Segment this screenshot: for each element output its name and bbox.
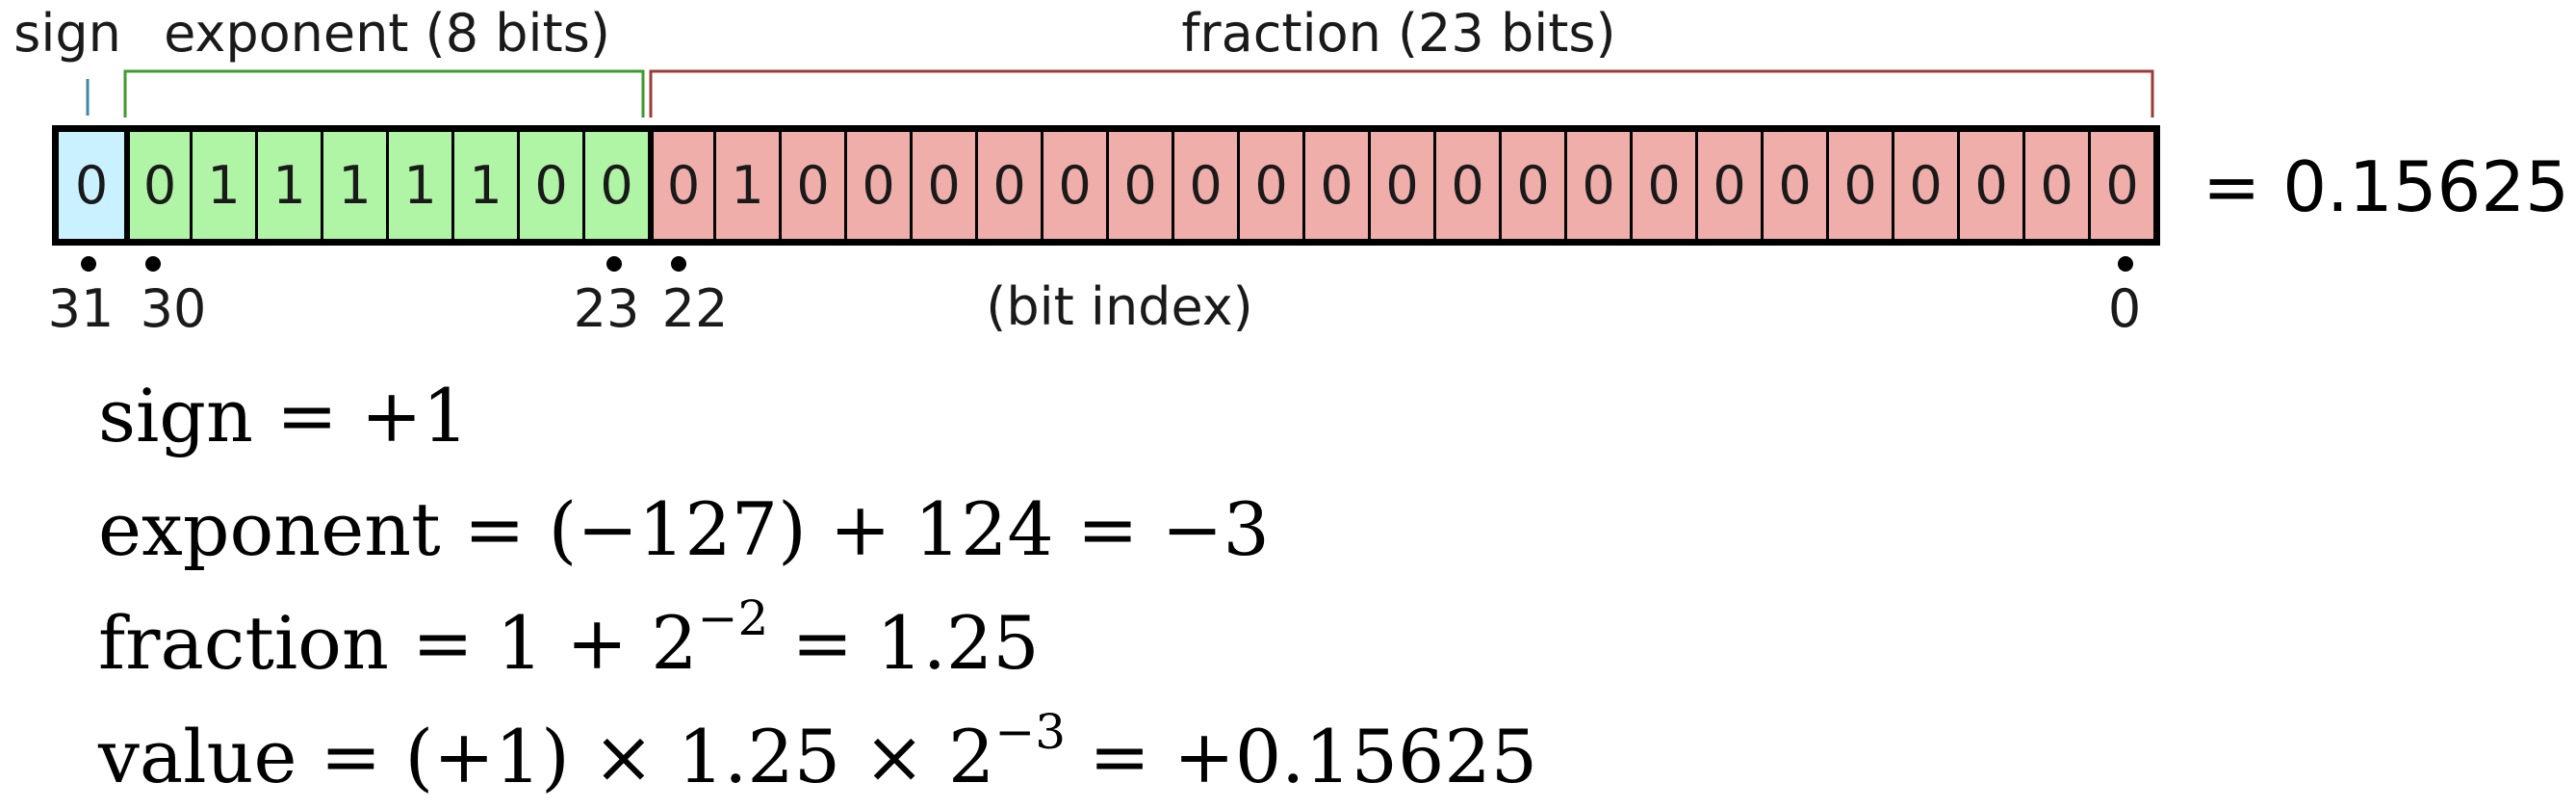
- sign-equation-rhs: +1: [360, 373, 469, 458]
- bit-cell-5: 0: [1761, 130, 1826, 241]
- exponent-header: exponent (8 bits): [164, 3, 610, 64]
- bit-cell-0: 0: [2088, 130, 2153, 241]
- value-equation-lhs: value: [98, 714, 297, 799]
- bit-cell-28: 1: [255, 130, 321, 241]
- bit-cell-3: 0: [1892, 130, 1957, 241]
- bit-cell-27: 1: [321, 130, 386, 241]
- bit-cell-10: 0: [1433, 130, 1499, 241]
- fraction-equation: fraction = 1 + 2−2 = 1.25: [98, 590, 1040, 686]
- bit-cell-6: 0: [1695, 130, 1761, 241]
- bit-cell-20: 0: [779, 130, 844, 241]
- bit-index-caption: (bit index): [986, 276, 1253, 337]
- value-equation: value = (+1) × 1.25 × 2−3 = +0.15625: [98, 704, 1538, 799]
- bit-cell-17: 0: [975, 130, 1041, 241]
- fraction-bracket: [649, 69, 2154, 117]
- value-equation-pre: (+1) × 1.25 × 2: [404, 714, 995, 799]
- bit-cell-24: 0: [517, 130, 582, 241]
- dot-23: [606, 256, 622, 272]
- fraction-equation-pre: 1 + 2: [496, 600, 698, 686]
- sign-header: sign: [13, 3, 121, 64]
- bit-cell-2: 0: [1957, 130, 2022, 241]
- bit-cell-29: 1: [190, 130, 255, 241]
- sign-equation: sign = +1: [98, 373, 469, 458]
- bit-cell-8: 0: [1564, 130, 1630, 241]
- bit-cell-11: 0: [1368, 130, 1433, 241]
- value-equation-sup: −3: [994, 704, 1067, 760]
- bit-cell-19: 0: [844, 130, 910, 241]
- bit-index-22: 22: [661, 278, 729, 339]
- exponent-equation-rhs: (−127) + 124 = −3: [548, 486, 1270, 572]
- bit-cell-13: 0: [1237, 130, 1302, 241]
- bit-cell-23: 0: [582, 130, 648, 241]
- value-equation-post: = +0.15625: [1089, 714, 1538, 799]
- bit-cell-15: 0: [1106, 130, 1172, 241]
- bit-cell-7: 0: [1630, 130, 1695, 241]
- bit-cell-1: 0: [2022, 130, 2088, 241]
- result-value: = 0.15625: [2202, 146, 2569, 227]
- fraction-equation-sup: −2: [697, 590, 769, 646]
- bit-cell-25: 1: [451, 130, 517, 241]
- sign-equation-lhs: sign: [98, 373, 253, 458]
- bit-cell-30: 0: [124, 130, 190, 241]
- dot-0: [2118, 256, 2133, 272]
- dot-30: [145, 256, 161, 272]
- bit-index-31: 31: [47, 278, 115, 339]
- bit-cell-18: 0: [910, 130, 975, 241]
- fraction-header: fraction (23 bits): [1181, 3, 1616, 64]
- bit-index-0: 0: [2107, 278, 2142, 339]
- bit-cell-14: 0: [1172, 130, 1237, 241]
- field-brackets: [86, 69, 2154, 117]
- bit-cell-26: 1: [386, 130, 451, 241]
- fraction-equation-lhs: fraction: [98, 600, 389, 686]
- bit-cell-31: 0: [59, 130, 124, 241]
- bit-index-30: 30: [140, 278, 207, 339]
- bit-cell-9: 0: [1499, 130, 1564, 241]
- bit-index-23: 23: [573, 278, 640, 339]
- bit-cell-12: 0: [1302, 130, 1368, 241]
- bit-cell-21: 1: [713, 130, 779, 241]
- dot-22: [671, 256, 686, 272]
- fraction-equation-post: = 1.25: [791, 600, 1040, 686]
- dot-31: [81, 256, 96, 272]
- exponent-bracket: [123, 69, 645, 117]
- bit-cell-22: 0: [648, 130, 713, 241]
- bit-cell-16: 0: [1041, 130, 1106, 241]
- exponent-equation-lhs: exponent: [98, 486, 441, 572]
- exponent-equation: exponent = (−127) + 124 = −3: [98, 486, 1270, 572]
- bit-cell-4: 0: [1826, 130, 1892, 241]
